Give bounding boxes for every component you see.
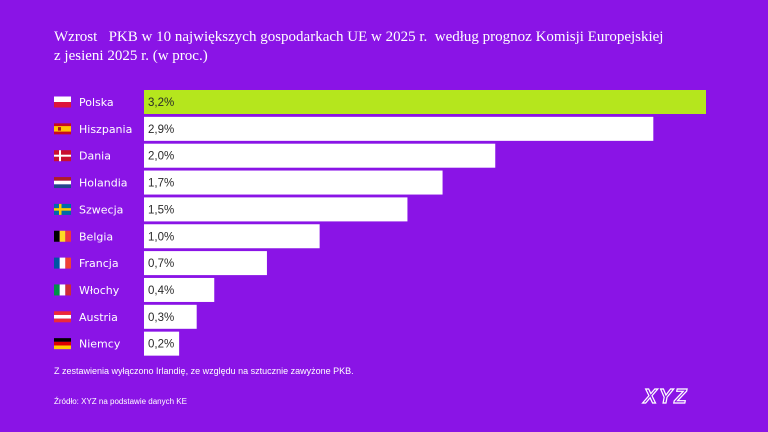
bar — [144, 143, 496, 168]
category-label: Włochy — [79, 284, 120, 297]
bar-row-włochy: Włochy 0,4% — [54, 277, 215, 302]
value-label: 0,2% — [148, 339, 174, 351]
bar — [144, 170, 443, 195]
category-label: Francja — [79, 257, 119, 270]
bar — [144, 116, 654, 141]
chart-title-line1: Wzrost PKB w 10 największych gospodarkac… — [54, 29, 664, 45]
category-label: Niemcy — [79, 338, 121, 351]
value-label: 2,9% — [148, 124, 174, 136]
category-label: Belgia — [79, 230, 113, 243]
value-label: 3,2% — [148, 97, 174, 109]
flag-italy-icon — [54, 284, 71, 296]
flag-belgium-icon — [54, 230, 71, 242]
xyz-logo: XYZ — [642, 386, 689, 406]
value-label: 1,0% — [148, 231, 174, 243]
bar-row-szwecja: Szwecja 1,5% — [54, 197, 408, 222]
flag-spain-icon — [54, 123, 71, 135]
bar-row-austria: Austria 0,3% — [54, 304, 197, 329]
category-label: Dania — [79, 150, 111, 163]
bar — [144, 224, 320, 249]
category-label: Polska — [79, 96, 114, 109]
bar — [144, 277, 215, 302]
bar-row-holandia: Holandia 1,7% — [54, 170, 443, 195]
bar — [144, 331, 180, 356]
value-label: 0,7% — [148, 258, 174, 270]
flag-france-icon — [54, 257, 71, 269]
flag-poland-icon — [54, 96, 71, 108]
flag-sweden-icon — [54, 203, 71, 215]
chart-title: Wzrost PKB w 10 największych gospodarkac… — [54, 28, 694, 66]
footnote: Z zestawienia wyłączono Irlandię, ze wzg… — [54, 366, 354, 376]
bar-row-niemcy: Niemcy 0,2% — [54, 331, 180, 356]
flag-germany-icon — [54, 338, 71, 350]
category-label: Austria — [79, 311, 118, 324]
value-label: 2,0% — [148, 151, 174, 163]
flag-austria-icon — [54, 311, 71, 323]
category-label: Hiszpania — [79, 123, 132, 136]
bar-row-francja: Francja 0,7% — [54, 251, 267, 276]
chart-title-line2: z jesieni 2025 r. (w proc.) — [54, 48, 208, 64]
value-label: 0,4% — [148, 285, 174, 297]
bar-row-dania: Dania 2,0% — [54, 143, 496, 168]
value-label: 1,7% — [148, 178, 174, 190]
flag-netherlands-icon — [54, 177, 71, 189]
value-label: 0,3% — [148, 312, 174, 324]
value-label: 1,5% — [148, 204, 174, 216]
bar — [144, 197, 408, 222]
bar-row-hiszpania: Hiszpania 2,9% — [54, 116, 654, 141]
flag-denmark-icon — [54, 150, 71, 162]
bar — [144, 304, 197, 329]
source-note: Źródło: XYZ na podstawie danych KE — [54, 397, 187, 406]
bar-row-polska: Polska 3,2% — [54, 90, 706, 114]
bar — [144, 251, 267, 276]
category-label: Szwecja — [79, 203, 123, 216]
xyz-logo-text: XYZ — [643, 386, 689, 406]
bar — [144, 90, 706, 114]
bar-row-belgia: Belgia 1,0% — [54, 224, 320, 249]
category-label: Holandia — [79, 177, 128, 190]
